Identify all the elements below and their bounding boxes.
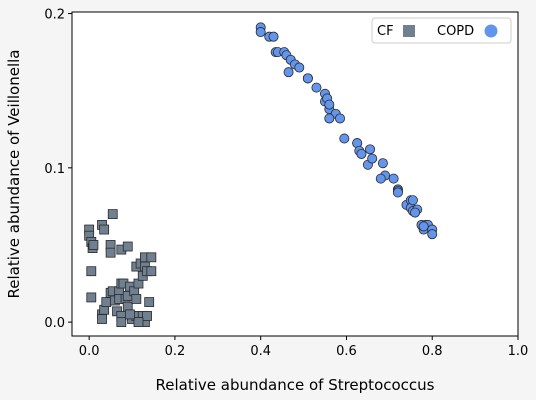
x-axis-title: Relative abundance of Streptococcus (156, 376, 435, 394)
data-point-copd (335, 113, 346, 124)
data-point-cf (97, 314, 107, 324)
legend-label-copd: COPD (437, 24, 474, 39)
data-point-cf (144, 297, 155, 307)
x-tick-label: 0.2 (165, 344, 186, 359)
data-point-cf (133, 317, 144, 328)
x-tick-label: 0.6 (336, 344, 357, 359)
data-point-copd (367, 153, 378, 164)
data-point-copd (407, 195, 418, 206)
data-point-copd (294, 62, 305, 73)
y-axis-title: Relative abundance of Veillonella (5, 50, 23, 299)
legend: CF COPD (371, 17, 512, 44)
data-point-copd (283, 67, 294, 78)
data-point-cf (146, 266, 157, 277)
x-tick-label: 1.0 (508, 344, 529, 359)
data-point-cf (146, 252, 157, 263)
data-point-copd (302, 73, 313, 84)
data-point-copd (324, 113, 335, 124)
y-tick-label: 0.1 (44, 162, 65, 177)
x-tick-label: 0.0 (79, 344, 100, 359)
data-point-cf (122, 241, 133, 252)
data-point-copd (365, 144, 376, 155)
data-point-cf (105, 247, 116, 258)
data-point-cf (142, 311, 152, 321)
data-point-copd (255, 27, 266, 38)
data-point-cf (88, 240, 99, 250)
data-point-cf (107, 209, 118, 220)
data-point-copd (418, 221, 429, 232)
data-point-copd (388, 173, 399, 184)
data-points (84, 22, 438, 328)
data-point-copd (356, 148, 367, 159)
y-tick-label: 0.2 (44, 8, 65, 23)
data-point-copd (377, 158, 388, 169)
x-axis-ticks: 0.0 0.2 0.4 0.6 0.8 1.0 (79, 336, 529, 359)
legend-label-cf: CF (377, 24, 394, 39)
data-point-copd (268, 31, 279, 42)
data-point-cf (99, 224, 110, 235)
x-tick-label: 0.8 (422, 344, 443, 359)
data-point-cf (86, 266, 97, 277)
y-tick-label: 0.0 (44, 316, 65, 331)
data-point-cf (124, 309, 135, 320)
legend-marker-cf (403, 25, 415, 37)
data-point-copd (339, 133, 350, 144)
y-axis-ticks: 0.0 0.1 0.2 (44, 8, 72, 331)
data-point-copd (392, 187, 403, 198)
data-point-copd (410, 207, 421, 218)
data-point-cf (116, 317, 127, 328)
data-point-cf (101, 297, 112, 307)
data-point-copd (324, 99, 335, 110)
data-point-copd (375, 173, 386, 184)
legend-marker-copd (484, 24, 498, 38)
data-point-cf (86, 292, 97, 303)
data-point-cf (131, 294, 142, 304)
data-point-copd (311, 82, 322, 93)
x-tick-label: 0.4 (250, 344, 271, 359)
data-point-copd (427, 229, 438, 240)
